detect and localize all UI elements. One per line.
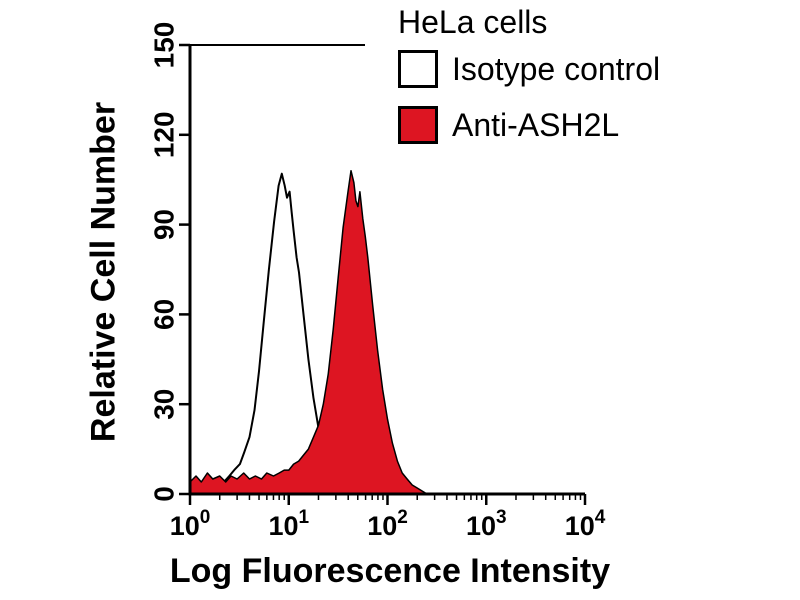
legend-item-isotype-control: Isotype control [398, 50, 660, 88]
svg-text:100: 100 [170, 507, 211, 541]
legend-item-anti-ash2l: Anti-ASH2L [398, 106, 660, 144]
svg-text:0: 0 [149, 486, 180, 502]
svg-text:30: 30 [149, 389, 180, 420]
legend: Isotype control Anti-ASH2L [398, 50, 660, 144]
svg-text:120: 120 [149, 111, 180, 158]
anti-ash2l-swatch [398, 106, 438, 144]
y-axis-label: Relative Cell Number [84, 101, 123, 443]
svg-text:102: 102 [367, 507, 408, 541]
svg-text:101: 101 [268, 507, 309, 541]
isotype-control-swatch [398, 50, 438, 88]
svg-text:60: 60 [149, 299, 180, 330]
svg-text:90: 90 [149, 209, 180, 240]
chart-title: HeLa cells [398, 4, 548, 40]
svg-text:103: 103 [466, 507, 507, 541]
svg-text:104: 104 [565, 507, 606, 541]
legend-label-isotype-control: Isotype control [452, 50, 661, 87]
x-axis-label: Log Fluorescence Intensity [169, 552, 611, 590]
legend-label-anti-ash2l: Anti-ASH2L [452, 106, 620, 143]
svg-text:150: 150 [149, 22, 180, 69]
